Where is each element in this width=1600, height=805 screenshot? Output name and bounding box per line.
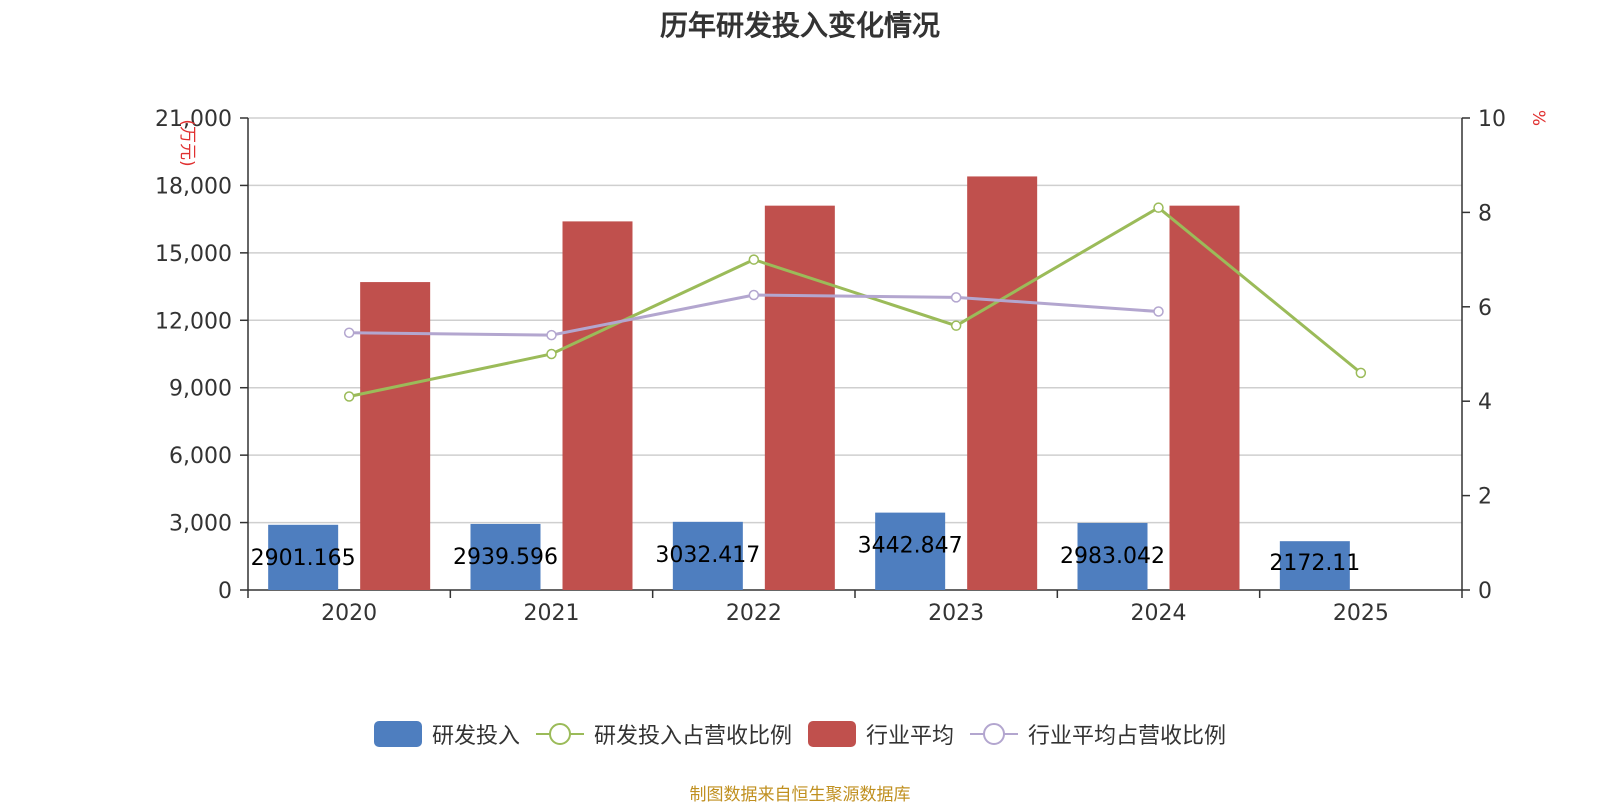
legend-item[interactable]: 研发投入占营收比例 (535, 718, 792, 750)
line-point (343, 391, 355, 402)
bar-rd (875, 512, 946, 590)
y-left-tick-label: 3,000 (169, 512, 232, 537)
line-point (546, 348, 557, 360)
line-point (748, 289, 760, 301)
y-left-tick-label: 0 (218, 579, 232, 604)
x-tick-label: 2023 (928, 601, 984, 626)
bar-data-label: 2939.596 (453, 545, 558, 570)
bar-data-label: 2901.165 (251, 546, 356, 571)
legend-swatch (970, 723, 1019, 745)
bar-industry (1169, 205, 1240, 590)
line-point (950, 320, 962, 331)
bar-rd (672, 521, 743, 590)
y-left-tick-label: 9,000 (169, 377, 232, 402)
legend-label: 行业平均 (866, 724, 955, 749)
y-left-tick-label: 18,000 (155, 174, 232, 199)
bar-data-label: 3442.847 (858, 534, 963, 559)
y-right-tick-label: 0 (1478, 579, 1492, 604)
y-left-tick-label: 21,000 (155, 107, 232, 132)
y-right-tick-label: 2 (1478, 485, 1492, 510)
bar-industry (562, 221, 633, 590)
source-note: 制图数据来自恒生聚源数据库 (689, 785, 911, 805)
legend-label: 研发投入占营收比例 (593, 724, 792, 749)
bar-data-label: 3032.417 (655, 543, 760, 568)
y-right-tick-label: 10 (1478, 107, 1506, 132)
y-right-tick-label: 6 (1478, 296, 1492, 321)
line-point (546, 329, 557, 341)
bar-industry (764, 205, 835, 590)
x-tick-label: 2020 (321, 601, 377, 626)
y-right-tick-label: 8 (1478, 201, 1492, 226)
bar-rd (1077, 522, 1148, 590)
line-point (1355, 367, 1367, 379)
bar-rd (268, 524, 339, 590)
legend: 研发投入 研发投入占营收比例 行业平均 行业平均占营收比例 (0, 718, 1600, 750)
bar-rd (1279, 541, 1350, 590)
y-left-tick-label: 12,000 (155, 309, 232, 334)
y-left-tick-label: 15,000 (155, 242, 232, 267)
bar-data-label: 2983.042 (1060, 544, 1165, 569)
bar-industry (360, 282, 431, 590)
chart-title: 历年研发投入变化情况 (659, 9, 940, 42)
y-right-tick-label: 4 (1478, 390, 1492, 415)
legend-label: 行业平均占营收比例 (1028, 724, 1227, 749)
x-tick-label: 2022 (726, 601, 782, 626)
legend-item[interactable]: 行业平均占营收比例 (970, 718, 1226, 750)
bar-data-label: 2172.11 (1269, 551, 1360, 576)
x-tick-label: 2024 (1131, 601, 1187, 626)
x-tick-label: 2025 (1333, 601, 1389, 626)
y-left-tick-label: 6,000 (169, 444, 232, 469)
legend-label: 研发投入 (431, 724, 520, 749)
line-point (1153, 306, 1164, 317)
x-tick-label: 2021 (524, 601, 580, 626)
legend-swatch (535, 723, 584, 745)
legend-item[interactable]: 研发投入 (373, 718, 520, 750)
line-point (343, 327, 355, 339)
bar-industry (967, 176, 1038, 590)
line-point (748, 254, 760, 265)
line-series-rd-ratio (348, 205, 1362, 398)
y-left-unit: (万元) (177, 119, 197, 166)
y-right-unit: % (1528, 110, 1548, 126)
line-point (950, 292, 962, 303)
bar-rd (470, 523, 541, 590)
line-point (1153, 202, 1164, 213)
legend-swatch (808, 721, 856, 747)
legend-item[interactable]: 行业平均 (808, 718, 954, 750)
legend-swatch (373, 721, 422, 747)
